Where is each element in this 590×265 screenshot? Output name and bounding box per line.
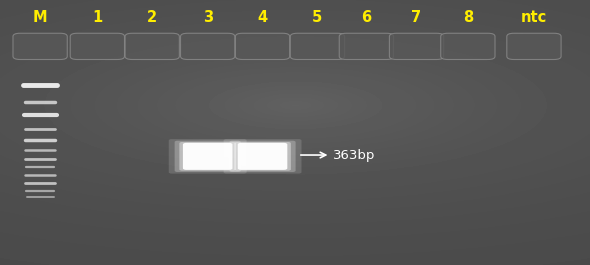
FancyBboxPatch shape	[13, 33, 67, 60]
FancyBboxPatch shape	[234, 142, 291, 171]
Text: 7: 7	[411, 10, 422, 25]
FancyBboxPatch shape	[183, 143, 232, 170]
FancyBboxPatch shape	[235, 33, 290, 60]
Text: 5: 5	[312, 10, 323, 25]
FancyBboxPatch shape	[125, 33, 179, 60]
FancyBboxPatch shape	[339, 33, 394, 60]
Text: ntc: ntc	[521, 10, 547, 25]
Text: 4: 4	[257, 10, 268, 25]
Text: 1: 1	[92, 10, 103, 25]
Text: 8: 8	[463, 10, 473, 25]
FancyBboxPatch shape	[224, 139, 301, 174]
FancyBboxPatch shape	[175, 141, 241, 172]
Text: 2: 2	[147, 10, 158, 25]
Text: 363bp: 363bp	[333, 148, 376, 162]
FancyBboxPatch shape	[441, 33, 495, 60]
Text: 3: 3	[202, 10, 213, 25]
FancyBboxPatch shape	[507, 33, 561, 60]
FancyBboxPatch shape	[179, 142, 236, 171]
FancyBboxPatch shape	[230, 141, 296, 172]
FancyBboxPatch shape	[238, 143, 287, 170]
FancyBboxPatch shape	[389, 33, 444, 60]
FancyBboxPatch shape	[70, 33, 124, 60]
FancyBboxPatch shape	[181, 33, 235, 60]
Text: 6: 6	[361, 10, 372, 25]
FancyBboxPatch shape	[290, 33, 345, 60]
Text: M: M	[33, 10, 47, 25]
FancyBboxPatch shape	[169, 139, 247, 174]
